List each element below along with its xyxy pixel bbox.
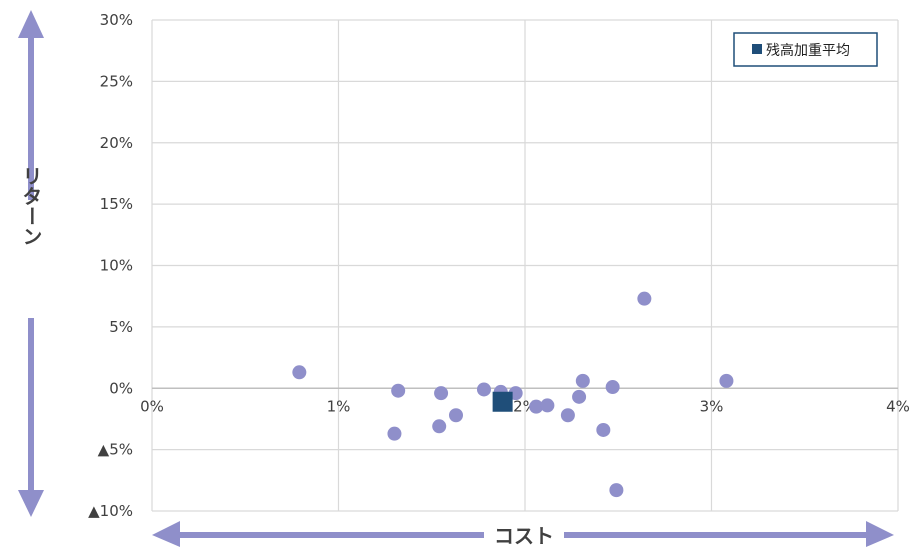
fund-point bbox=[432, 419, 447, 434]
y-tick-label: 0% bbox=[109, 379, 133, 397]
fund-point bbox=[434, 386, 449, 401]
fund-point bbox=[391, 383, 406, 398]
fund-point bbox=[605, 380, 620, 395]
x-tick-label: 3% bbox=[700, 397, 724, 415]
x-tick-label: 0% bbox=[140, 397, 164, 415]
y-tick-label: 15% bbox=[100, 195, 133, 213]
fund-point bbox=[719, 373, 734, 388]
y-tick-label: 5% bbox=[109, 318, 133, 336]
x-axis-arrow: コスト bbox=[152, 521, 894, 547]
fund-point bbox=[572, 389, 587, 404]
fund-point bbox=[560, 408, 575, 423]
y-tick-label: 10% bbox=[100, 257, 133, 275]
legend: 残高加重平均 bbox=[733, 32, 878, 67]
fund-point bbox=[609, 483, 624, 498]
fund-point bbox=[637, 291, 652, 306]
y-tick-labels: ▲10% ▲5% 0% 5% 10% 15% 20% 25% 30% bbox=[88, 11, 133, 520]
x-tick-labels: 0% 1% 2% 3% 4% bbox=[140, 397, 910, 415]
fund-point bbox=[387, 426, 402, 441]
legend-box bbox=[733, 32, 878, 67]
x-axis-title: コスト bbox=[494, 524, 554, 547]
y-tick-label: ▲5% bbox=[98, 441, 133, 459]
legend-label: 残高加重平均 bbox=[766, 42, 850, 59]
weighted-average-point bbox=[492, 391, 513, 412]
legend-swatch bbox=[752, 44, 762, 54]
x-tick-label: 1% bbox=[327, 397, 351, 415]
y-tick-label: 20% bbox=[100, 134, 133, 152]
fund-point bbox=[529, 399, 544, 414]
y-axis-title: リターン bbox=[19, 166, 43, 246]
fund-point bbox=[292, 365, 307, 380]
y-axis-arrow: リターン bbox=[14, 10, 48, 517]
fund-point bbox=[540, 398, 555, 413]
fund-point bbox=[596, 422, 611, 437]
data-points bbox=[292, 291, 734, 498]
gridlines bbox=[151, 19, 899, 512]
y-tick-label: ▲10% bbox=[88, 502, 133, 520]
fund-point bbox=[575, 373, 590, 388]
fund-point bbox=[476, 382, 491, 397]
y-tick-label: 30% bbox=[100, 11, 133, 29]
fund-point bbox=[448, 408, 463, 423]
x-tick-label: 4% bbox=[886, 397, 910, 415]
y-tick-label: 25% bbox=[100, 72, 133, 90]
